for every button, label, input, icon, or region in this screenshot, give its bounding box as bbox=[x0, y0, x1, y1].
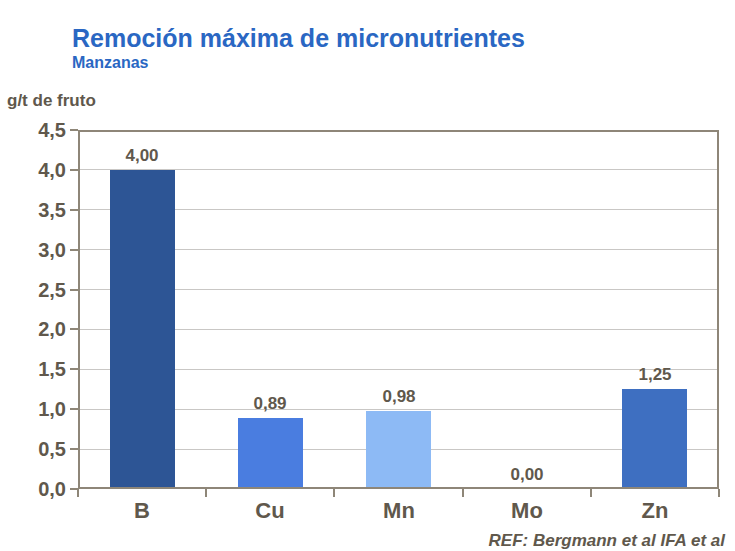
x-axis-tick bbox=[462, 489, 464, 497]
y-tick-label: 0,0 bbox=[0, 477, 66, 501]
reference-text: REF: Bergmann et al IFA et al bbox=[489, 531, 725, 551]
slide: Remoción máxima de micronutrientes Manza… bbox=[0, 0, 735, 551]
y-axis-tick bbox=[70, 249, 78, 251]
y-axis-tick bbox=[70, 129, 78, 131]
y-axis-tick bbox=[70, 209, 78, 211]
x-tick-label-Mn: Mn bbox=[349, 498, 449, 524]
y-tick-label: 4,0 bbox=[0, 158, 66, 182]
x-tick-label-B: B bbox=[92, 498, 192, 524]
y-tick-label: 4,5 bbox=[0, 118, 66, 142]
y-tick-label: 2,0 bbox=[0, 317, 66, 341]
x-tick-label-Cu: Cu bbox=[220, 498, 320, 524]
y-axis-tick bbox=[70, 169, 78, 171]
y-tick-label: 0,5 bbox=[0, 437, 66, 461]
bar-chart: 4,000,890,980,001,250,00,51,01,52,02,53,… bbox=[0, 0, 735, 551]
x-axis-tick bbox=[718, 489, 720, 497]
x-axis-tick bbox=[590, 489, 592, 497]
y-tick-label: 1,0 bbox=[0, 397, 66, 421]
y-tick-label: 2,5 bbox=[0, 278, 66, 302]
y-axis-tick bbox=[70, 408, 78, 410]
x-tick-label-Zn: Zn bbox=[605, 498, 705, 524]
y-tick-label: 3,5 bbox=[0, 198, 66, 222]
x-tick-label-Mo: Mo bbox=[477, 498, 577, 524]
x-axis-tick bbox=[77, 489, 79, 497]
y-tick-label: 3,0 bbox=[0, 238, 66, 262]
y-axis-tick bbox=[70, 328, 78, 330]
plot-border bbox=[78, 130, 719, 489]
y-axis-tick bbox=[70, 368, 78, 370]
x-axis-tick bbox=[205, 489, 207, 497]
y-tick-label: 1,5 bbox=[0, 357, 66, 381]
y-axis-tick bbox=[70, 448, 78, 450]
x-axis-tick bbox=[333, 489, 335, 497]
y-axis-tick bbox=[70, 289, 78, 291]
